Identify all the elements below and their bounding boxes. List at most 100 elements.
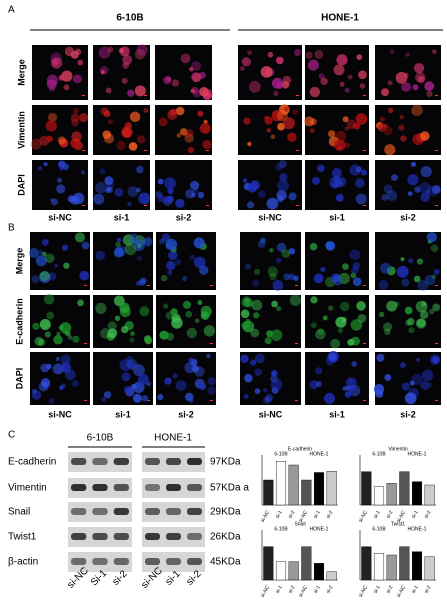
column-label: si-NC: [48, 212, 72, 222]
cell: [377, 123, 387, 132]
cell: [267, 51, 274, 58]
cell: [359, 83, 366, 89]
bar: [386, 483, 397, 506]
cell: [384, 328, 391, 336]
cell: [79, 270, 90, 281]
cell: [254, 353, 265, 364]
cell: [420, 192, 430, 203]
chart-category: si-NC: [358, 584, 370, 598]
cell: [244, 373, 253, 383]
cell: [46, 74, 59, 86]
cell: [320, 77, 328, 86]
cell: [260, 66, 273, 78]
scale-bar: [147, 343, 150, 344]
scale-bar: [363, 95, 366, 96]
cell: [159, 238, 165, 245]
cell: [133, 239, 146, 252]
cell: [401, 278, 410, 287]
cell: [266, 197, 279, 210]
cell: [329, 176, 341, 189]
cell: [175, 198, 185, 208]
column-label: si-2: [178, 409, 194, 419]
bar: [288, 561, 299, 581]
cell: [197, 299, 203, 305]
cell: [357, 314, 367, 323]
chart-group: 6-10B: [274, 526, 288, 532]
cell: [309, 380, 319, 390]
band: [145, 484, 160, 491]
cell: [270, 378, 283, 391]
cell: [130, 383, 137, 390]
band: [92, 508, 108, 515]
cell: [67, 335, 73, 340]
cell: [270, 329, 283, 342]
scale-bar: [144, 95, 147, 96]
cell: [420, 166, 432, 178]
cell: [129, 111, 141, 123]
band: [71, 533, 87, 540]
cell: [277, 179, 290, 192]
cell: [328, 130, 336, 138]
cell: [417, 280, 429, 291]
cell: [38, 381, 49, 392]
cell: [269, 248, 274, 253]
cell: [107, 321, 117, 331]
cell: [136, 165, 144, 174]
cell: [430, 244, 439, 253]
cell: [282, 75, 292, 85]
cell: [401, 82, 412, 92]
cell: [190, 88, 195, 94]
bar: [411, 481, 423, 506]
cell: [414, 186, 421, 193]
cell: [375, 389, 384, 398]
cell: [193, 256, 206, 269]
bar: [288, 464, 299, 506]
cell: [75, 48, 82, 55]
cell: [128, 362, 136, 370]
cell: [309, 86, 321, 98]
cell: [29, 248, 40, 259]
cell: [135, 187, 141, 193]
cell: [180, 53, 191, 64]
cell: [275, 162, 284, 171]
cell: [128, 233, 140, 244]
band: [187, 484, 202, 491]
chart-title: Snail: [294, 521, 305, 527]
group-header: HONE-1: [321, 13, 359, 24]
cell: [117, 237, 122, 242]
cell: [107, 119, 113, 125]
cell: [350, 319, 363, 331]
cell: [399, 362, 406, 369]
cell: [184, 362, 196, 374]
cell: [45, 120, 57, 132]
cell: [342, 263, 349, 271]
cell: [410, 161, 417, 168]
cell: [309, 242, 318, 251]
band: [187, 458, 202, 465]
cell: [331, 167, 342, 178]
cell: [188, 357, 194, 363]
cell: [427, 185, 438, 197]
chart-title: Vimentin: [388, 446, 408, 452]
cell: [34, 336, 44, 346]
chart-group: HONE-1: [408, 451, 427, 457]
cell: [38, 250, 44, 255]
cell: [322, 315, 328, 321]
cell: [175, 106, 185, 116]
cell: [421, 369, 434, 382]
cell: [413, 275, 421, 283]
cell: [347, 74, 353, 80]
band: [187, 558, 202, 565]
cell: [269, 272, 277, 281]
chart-group: HONE-1: [310, 526, 329, 532]
cell: [242, 178, 248, 183]
cell: [119, 302, 130, 313]
cell: [100, 328, 111, 339]
cell: [335, 316, 347, 328]
cell: [418, 181, 431, 194]
cell: [164, 177, 177, 190]
cell: [57, 136, 66, 145]
band: [187, 533, 202, 540]
cell: [244, 263, 252, 270]
cell: [407, 174, 419, 186]
